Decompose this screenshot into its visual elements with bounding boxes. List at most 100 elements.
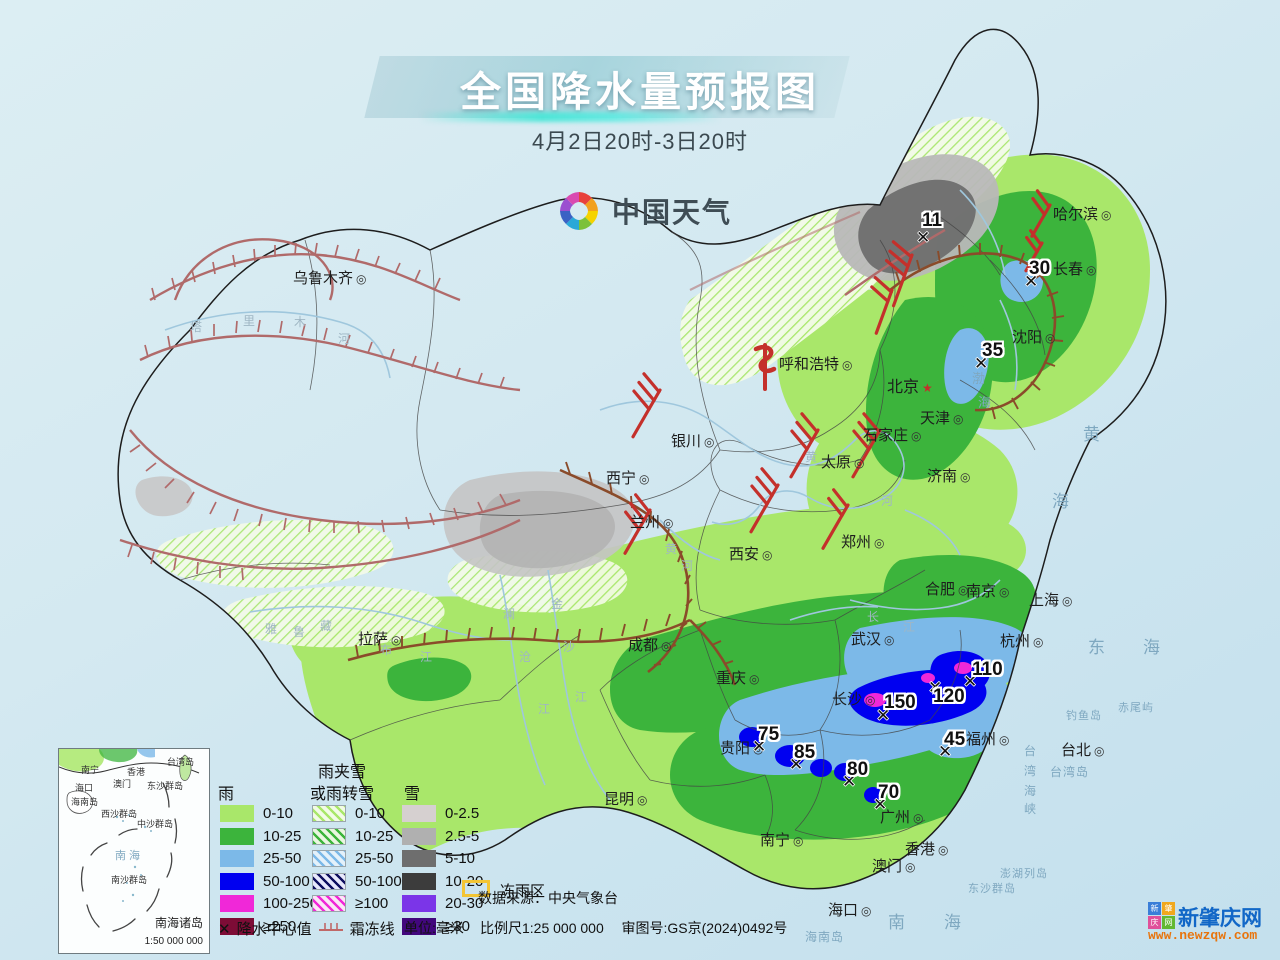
inset-label: 海南岛: [71, 797, 99, 807]
precip-center-value: 11: [922, 210, 943, 231]
city-label: 乌鲁木齐 ◎: [293, 267, 367, 288]
city-label: 贵阳 ◎: [720, 737, 764, 758]
legend-range-label: 100-250: [263, 895, 319, 912]
legend-row: 25-50: [312, 849, 402, 868]
city-label: 澳门 ◎: [872, 855, 916, 876]
inset-title: 南海诸岛: [154, 916, 203, 930]
river-label: 沧: [519, 650, 532, 664]
city-label: 广州 ◎: [880, 806, 924, 827]
legend-row: 5-10: [402, 849, 483, 868]
city-name: 长沙: [832, 691, 863, 708]
freezing-rain-swatch: [462, 880, 490, 897]
river-label: 里: [243, 314, 256, 328]
inset-label: 南海: [115, 850, 143, 862]
precip-center-value: 80: [847, 759, 869, 780]
city-name: 合肥: [925, 581, 956, 598]
legend-color-swatch: [220, 917, 254, 935]
frost-line-label: 霜冻线: [349, 921, 395, 938]
data-source-label: 数据来源：中央气象台: [478, 890, 618, 906]
city-marker-icon: ◎: [749, 672, 760, 686]
city-name: 长春: [1053, 261, 1084, 278]
river-label: 布: [380, 643, 393, 657]
precip-center-value: 120: [933, 686, 965, 707]
city-name: 乌鲁木齐: [293, 270, 354, 287]
precip-center-symbol: ✕: [218, 920, 231, 938]
geo-label: 海: [1052, 492, 1073, 511]
city-name: 香港: [905, 841, 936, 858]
city-label: 南宁 ◎: [760, 829, 804, 850]
geo-label: 湾: [1024, 764, 1041, 778]
brand-logo: 中国天气: [556, 188, 732, 234]
city-name: 太原: [821, 454, 852, 471]
city-name: 北京: [887, 379, 920, 396]
inset-label: 南宁: [81, 765, 100, 775]
city-label: 拉萨 ◎: [358, 628, 402, 649]
inset-scale: 1:50 000 000: [144, 936, 203, 947]
legend-color-swatch: [312, 827, 346, 845]
geo-label: 海: [1024, 784, 1041, 798]
south-china-sea-inset-map: 南宁 香港 澳门 海口 台湾岛 东沙群岛 海南岛 西沙群岛 中沙群岛 南海 南沙群岛 南海诸岛 1:…: [58, 748, 210, 954]
city-label: 太原 ◎: [821, 451, 865, 472]
city-marker-icon: ◎: [938, 843, 949, 857]
legend-heading-snow: 雪: [404, 786, 421, 803]
city-marker-icon: ◎: [911, 429, 922, 443]
freezing-rain-label: 冻雨区: [500, 883, 546, 900]
city-label: 呼和浩特 ◎: [779, 353, 853, 374]
legend-row: 0-2.5: [402, 804, 483, 823]
city-marker-icon: ◎: [960, 470, 971, 484]
geo-label: 黄: [1083, 425, 1104, 444]
legend-color-swatch: [220, 895, 254, 912]
city-label: 重庆 ◎: [716, 667, 760, 688]
river-label: 江: [575, 690, 588, 704]
city-label: 长沙 ◎: [832, 688, 876, 709]
city-marker-icon: ◎: [1101, 208, 1112, 222]
map-approval-label: 审图号:GS京(2024)0492号: [621, 920, 788, 936]
legend-row: 100-250: [220, 894, 318, 913]
inset-label: 海口: [75, 783, 94, 793]
city-name: 福州: [966, 731, 997, 748]
city-label: 哈尔滨 ◎: [1053, 203, 1112, 224]
legend-column-snow: 0-2.5 2.5-5 5-10 10-20 20-30 ≥30: [402, 804, 483, 939]
city-label: 兰州 ◎: [630, 511, 674, 532]
city-marker-icon: ◎: [356, 272, 367, 286]
watermark-tile: 肇: [1162, 902, 1175, 915]
city-name: 拉萨: [358, 631, 389, 648]
river-label: 黄: [805, 450, 818, 464]
city-marker-icon: ◎: [865, 693, 876, 707]
precip-center-x-icon: ✕: [938, 742, 953, 761]
site-watermark[interactable]: 新肇庆网 新肇庆网 www.newzqw.com: [1148, 900, 1274, 952]
city-label: 郑州 ◎: [841, 531, 885, 552]
city-name: 沈阳: [1012, 329, 1043, 346]
river-label: 金: [551, 597, 564, 611]
city-name: 西宁: [606, 470, 637, 487]
legend-row: 10-20: [402, 872, 483, 891]
legend-color-swatch: [402, 805, 436, 822]
city-name: 哈尔滨: [1053, 206, 1099, 223]
inset-label: 香港: [127, 767, 146, 777]
scale-label: 比例尺1:25 000 000: [480, 920, 604, 936]
city-marker-icon: ◎: [842, 358, 853, 372]
city-label: 沈阳 ◎: [1012, 326, 1056, 347]
legend-row: 50-100: [220, 872, 318, 891]
city-marker-icon: ◎: [1086, 263, 1097, 277]
city-marker-icon: ◎: [958, 583, 969, 597]
geo-label: 海: [1143, 638, 1164, 657]
legend-color-swatch: [312, 805, 346, 822]
legend-row: 50-100: [312, 872, 402, 891]
river-label: 江: [538, 702, 551, 716]
forecast-period-subtitle: 4月2日20时-3日20时: [532, 129, 748, 154]
inset-label: 澳门: [113, 779, 132, 789]
legend-row: 2.5-5: [402, 827, 483, 846]
precip-center-x-icon: ✕: [789, 755, 804, 774]
wind-barbs: [623, 189, 1052, 555]
city-marker-icon: ◎: [639, 472, 650, 486]
river-label: 鲁: [293, 625, 306, 639]
city-marker-icon: ◎: [793, 834, 804, 848]
river-label: 沙: [563, 640, 576, 654]
legend-color-swatch: [402, 850, 436, 867]
legend-color-swatch: [402, 872, 436, 890]
city-marker-icon: ◎: [661, 639, 672, 653]
river-label: 黄: [665, 542, 678, 556]
city-marker-icon: ◎: [762, 548, 773, 562]
